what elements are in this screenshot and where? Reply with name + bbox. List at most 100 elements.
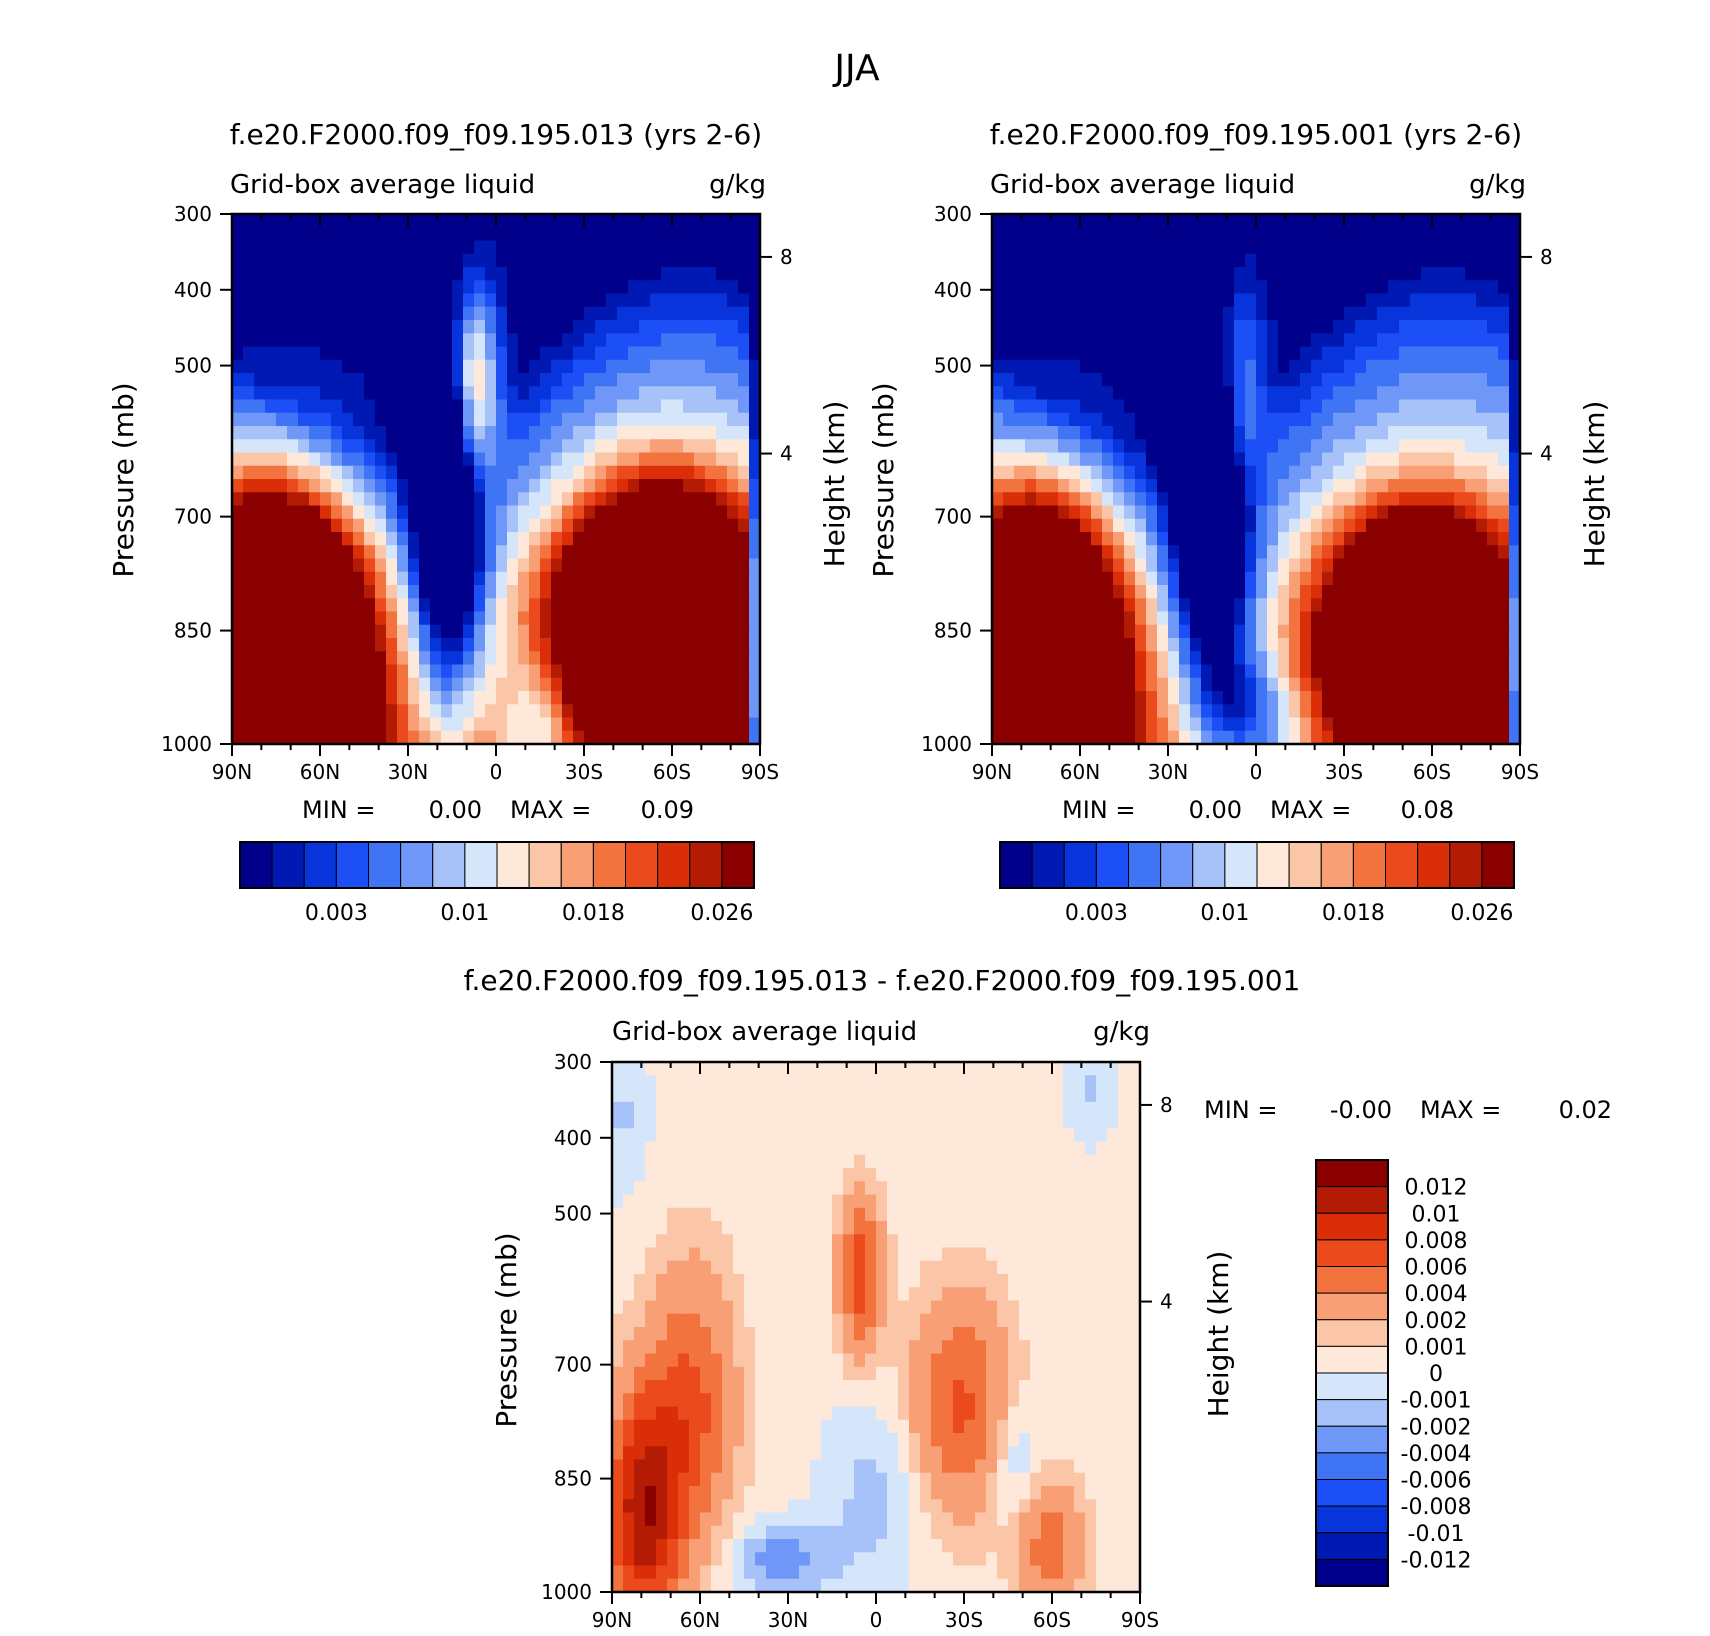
contour-cell bbox=[694, 730, 706, 745]
contour-cell bbox=[639, 346, 651, 361]
contour-cell bbox=[364, 333, 376, 348]
contour-cell bbox=[1201, 267, 1213, 281]
colorbar-label: 0.018 bbox=[562, 901, 625, 926]
contour-cell bbox=[727, 253, 739, 268]
contour-cell bbox=[551, 320, 563, 334]
contour-cell bbox=[1278, 306, 1290, 321]
contour-cell bbox=[353, 571, 365, 586]
contour-cell bbox=[364, 253, 376, 268]
contour-cell bbox=[1036, 399, 1048, 414]
contour-cell bbox=[1322, 214, 1334, 228]
contour-cell bbox=[430, 704, 442, 719]
contour-cell bbox=[909, 1274, 921, 1288]
contour-cell bbox=[1025, 598, 1037, 613]
contour-cell bbox=[276, 373, 288, 387]
contour-cell bbox=[1476, 452, 1488, 467]
contour-cell bbox=[672, 691, 684, 705]
contour-cell bbox=[1476, 704, 1488, 719]
contour-cell bbox=[1465, 518, 1477, 533]
contour-cell bbox=[1300, 492, 1312, 507]
contour-cell bbox=[656, 1115, 668, 1129]
contour-cell bbox=[463, 704, 475, 719]
contour-cell bbox=[1311, 306, 1323, 321]
contour-cell bbox=[518, 320, 530, 334]
contour-cell bbox=[1333, 465, 1345, 480]
contour-cell bbox=[656, 1274, 668, 1288]
contour-cell bbox=[1135, 651, 1147, 666]
contour-cell bbox=[1080, 426, 1092, 440]
contour-cell bbox=[474, 359, 486, 374]
contour-cell bbox=[1179, 492, 1191, 507]
contour-cell bbox=[485, 373, 497, 387]
contour-cell bbox=[711, 1088, 723, 1103]
contour-cell bbox=[320, 280, 332, 295]
contour-cell bbox=[623, 1207, 635, 1222]
contour-cell bbox=[1179, 412, 1191, 427]
contour-cell bbox=[595, 611, 607, 626]
contour-cell bbox=[1025, 439, 1037, 454]
contour-cell bbox=[1146, 730, 1158, 745]
contour-cell bbox=[1052, 1062, 1064, 1076]
contour-cell bbox=[254, 558, 266, 573]
contour-cell bbox=[1421, 306, 1433, 321]
contour-cell bbox=[1091, 439, 1103, 454]
contour-cell bbox=[1432, 465, 1444, 480]
contour-cell bbox=[529, 664, 541, 679]
contour-cell bbox=[672, 717, 684, 732]
contour-cell bbox=[507, 664, 519, 679]
contour-cell bbox=[1388, 253, 1400, 268]
contour-cell bbox=[656, 1141, 668, 1156]
contour-cell bbox=[496, 439, 508, 454]
contour-cell bbox=[788, 1247, 800, 1262]
contour-cell bbox=[397, 730, 409, 745]
contour-cell bbox=[1454, 651, 1466, 666]
contour-cell bbox=[1201, 518, 1213, 533]
contour-cell bbox=[1322, 492, 1334, 507]
contour-cell bbox=[1410, 505, 1422, 520]
contour-cell bbox=[441, 306, 453, 321]
contour-cell bbox=[595, 558, 607, 573]
contour-cell bbox=[1146, 479, 1158, 493]
contour-cell bbox=[1410, 638, 1422, 652]
contour-cell bbox=[1256, 505, 1268, 520]
contour-cell bbox=[716, 598, 728, 613]
contour-cell bbox=[1399, 677, 1411, 692]
contour-cell bbox=[1124, 730, 1136, 745]
contour-cell bbox=[1008, 1168, 1020, 1182]
contour-cell bbox=[672, 677, 684, 692]
contour-cell bbox=[1058, 399, 1070, 414]
contour-cell bbox=[1399, 320, 1411, 334]
contour-cell bbox=[1234, 293, 1246, 308]
contour-cell bbox=[810, 1221, 822, 1235]
contour-cell bbox=[1063, 1221, 1075, 1235]
contour-cell bbox=[573, 333, 585, 348]
contour-cell bbox=[1047, 704, 1059, 719]
contour-cell bbox=[276, 280, 288, 295]
contour-cell bbox=[1311, 412, 1323, 427]
contour-cell bbox=[1019, 1260, 1031, 1275]
contour-cell bbox=[1212, 306, 1224, 321]
contour-cell bbox=[705, 532, 717, 546]
contour-cell bbox=[276, 333, 288, 348]
contour-cell bbox=[1421, 267, 1433, 281]
contour-cell bbox=[705, 373, 717, 387]
contour-cell bbox=[485, 227, 497, 242]
contour-cell bbox=[738, 320, 750, 334]
contour-cell bbox=[430, 293, 442, 308]
contour-cell bbox=[1278, 439, 1290, 454]
contour-cell bbox=[1129, 1075, 1141, 1090]
contour-cell bbox=[320, 465, 332, 480]
contour-cell bbox=[865, 1154, 877, 1169]
contour-cell bbox=[1432, 426, 1444, 440]
contour-cell bbox=[540, 558, 552, 573]
contour-cell bbox=[650, 571, 662, 586]
contour-cell bbox=[1388, 227, 1400, 242]
contour-cell bbox=[364, 518, 376, 533]
contour-cell bbox=[353, 412, 365, 427]
contour-cell bbox=[540, 320, 552, 334]
contour-cell bbox=[419, 730, 431, 745]
contour-cell bbox=[1267, 730, 1279, 745]
contour-cell bbox=[661, 320, 673, 334]
contour-cell bbox=[1487, 426, 1499, 440]
contour-cell bbox=[1014, 293, 1026, 308]
